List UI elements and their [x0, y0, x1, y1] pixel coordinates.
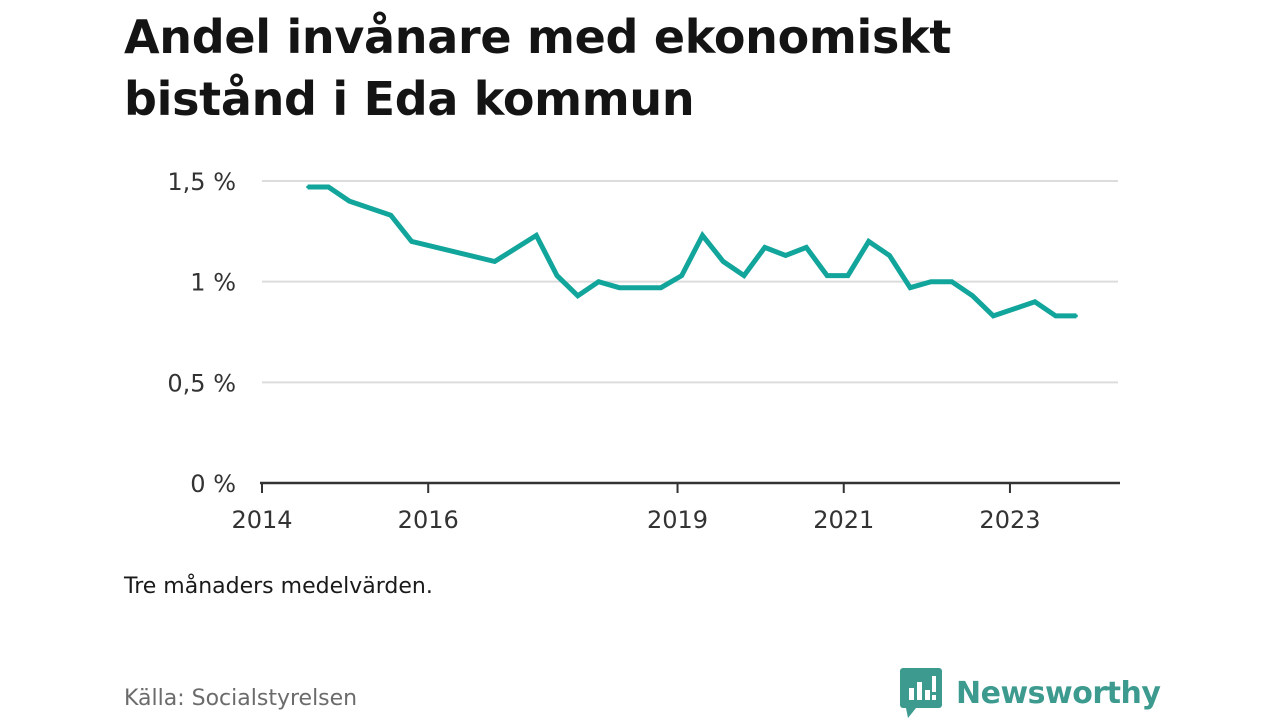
data-point: [327, 185, 330, 189]
x-tick-labels: 2014 2016 2019 2021 2023: [231, 506, 1040, 534]
data-point: [784, 254, 788, 257]
source-label: Källa: Socialstyrelsen: [124, 686, 358, 711]
x-tick-label: 2021: [813, 506, 874, 534]
data-point: [389, 213, 393, 217]
data-point: [1074, 314, 1078, 318]
data-point: [763, 245, 767, 249]
data-point: [867, 239, 871, 243]
x-tick-label: 2014: [231, 506, 292, 534]
data-point: [804, 245, 808, 249]
y-tick-label: 1 %: [190, 269, 236, 297]
data-point: [991, 314, 995, 318]
data-point: [493, 260, 497, 263]
data-point: [929, 280, 933, 284]
data-point: [659, 286, 663, 290]
brand[interactable]: Newsworthy: [900, 668, 1161, 718]
x-tick-label: 2023: [979, 506, 1040, 534]
data-point: [534, 233, 538, 237]
brand-name: Newsworthy: [956, 675, 1161, 711]
y-tick-label: 0,5 %: [167, 369, 236, 397]
data-point: [576, 294, 580, 298]
gridlines: [262, 180, 1118, 384]
data-point: [721, 260, 725, 263]
data-point: [742, 274, 746, 278]
y-tick-label: 0 %: [190, 470, 236, 498]
data-point: [908, 286, 912, 290]
data-point: [347, 199, 351, 203]
data-point: [555, 274, 559, 278]
chart-title: Andel invånare med ekonomiskt bistånd i …: [124, 10, 952, 126]
data-point: [410, 239, 414, 243]
data-point: [825, 274, 829, 278]
y-tick-labels: 0 % 0,5 % 1 % 1,5 %: [167, 168, 236, 498]
newsworthy-logo-icon: [900, 668, 942, 718]
y-tick-label: 1,5 %: [167, 168, 236, 196]
data-point: [950, 280, 954, 284]
x-tick-label: 2016: [398, 506, 459, 534]
x-tick-label: 2019: [647, 506, 708, 534]
data-point: [1033, 300, 1037, 304]
data-point: [597, 280, 601, 284]
x-axis: [260, 481, 1120, 493]
data-point: [617, 286, 621, 290]
data-point: [680, 274, 684, 278]
data-point: [846, 274, 850, 278]
data-point: [971, 294, 975, 298]
data-point: [701, 233, 704, 237]
data-point: [306, 185, 310, 189]
series-layer: [306, 184, 1078, 319]
data-point: [638, 286, 642, 290]
chart-note: Tre månaders medelvärden.: [124, 574, 433, 599]
series-line: [307, 184, 1077, 319]
data-point: [888, 254, 891, 257]
data-point: [1054, 314, 1058, 318]
